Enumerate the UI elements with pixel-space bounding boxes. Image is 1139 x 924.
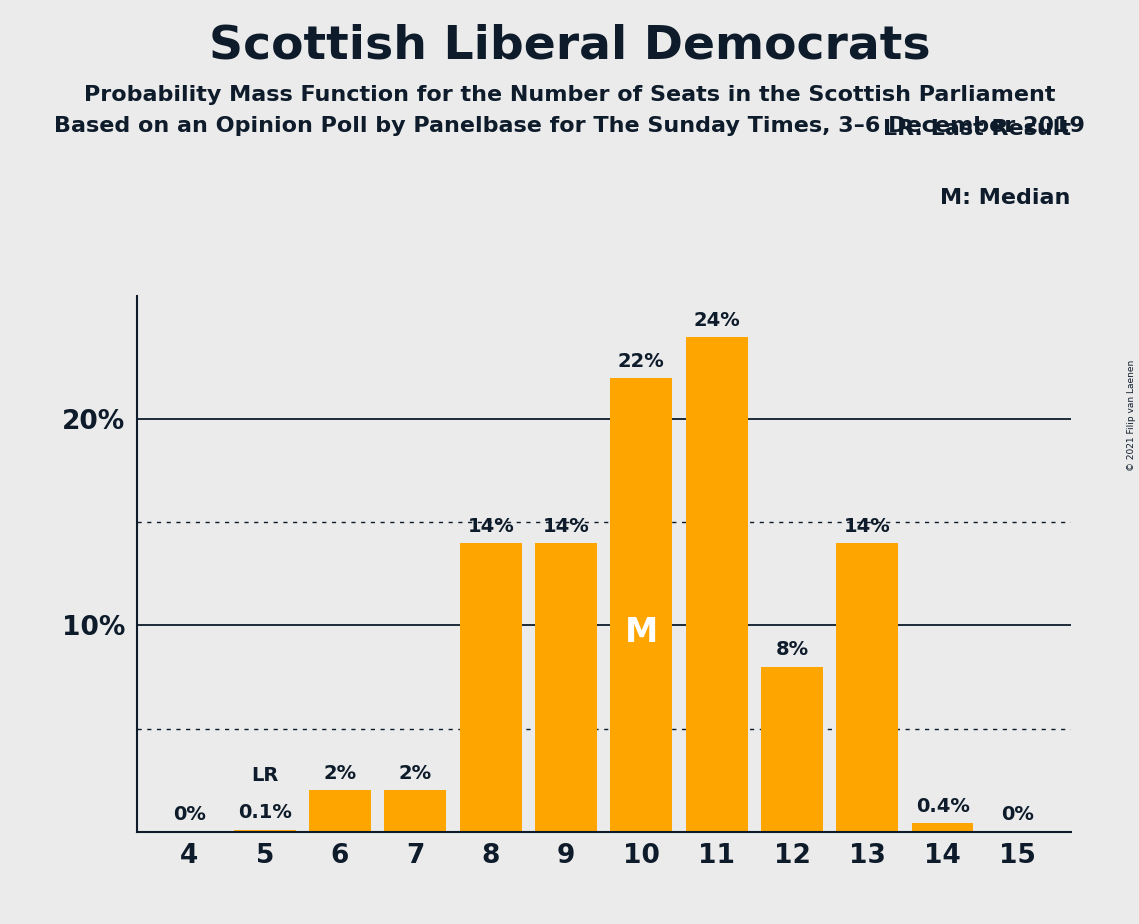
Text: 14%: 14% <box>467 517 514 536</box>
Text: 0.4%: 0.4% <box>916 797 969 816</box>
Text: © 2021 Filip van Laenen: © 2021 Filip van Laenen <box>1126 360 1136 471</box>
Text: Scottish Liberal Democrats: Scottish Liberal Democrats <box>208 23 931 68</box>
Text: 2%: 2% <box>323 764 357 784</box>
Bar <box>460 543 522 832</box>
Text: 0.1%: 0.1% <box>238 803 292 822</box>
Text: 14%: 14% <box>542 517 589 536</box>
Bar <box>309 790 371 832</box>
Text: Based on an Opinion Poll by Panelbase for The Sunday Times, 3–6 December 2019: Based on an Opinion Poll by Panelbase fo… <box>54 116 1085 136</box>
Bar <box>911 823 974 832</box>
Bar <box>686 337 747 832</box>
Bar <box>836 543 899 832</box>
Text: 0%: 0% <box>173 806 206 824</box>
Text: 0%: 0% <box>1001 806 1034 824</box>
Text: M: Median: M: Median <box>941 188 1071 209</box>
Text: LR: LR <box>251 766 278 785</box>
Text: Probability Mass Function for the Number of Seats in the Scottish Parliament: Probability Mass Function for the Number… <box>84 85 1055 105</box>
Bar <box>535 543 597 832</box>
Text: 22%: 22% <box>618 352 665 371</box>
Bar <box>233 830 296 832</box>
Text: 2%: 2% <box>399 764 432 784</box>
Text: 8%: 8% <box>776 640 809 660</box>
Bar <box>761 667 822 832</box>
Bar <box>611 378 672 832</box>
Bar <box>385 790 446 832</box>
Text: M: M <box>624 615 658 649</box>
Text: 24%: 24% <box>694 310 740 330</box>
Text: LR: Last Result: LR: Last Result <box>883 119 1071 139</box>
Text: 14%: 14% <box>844 517 891 536</box>
